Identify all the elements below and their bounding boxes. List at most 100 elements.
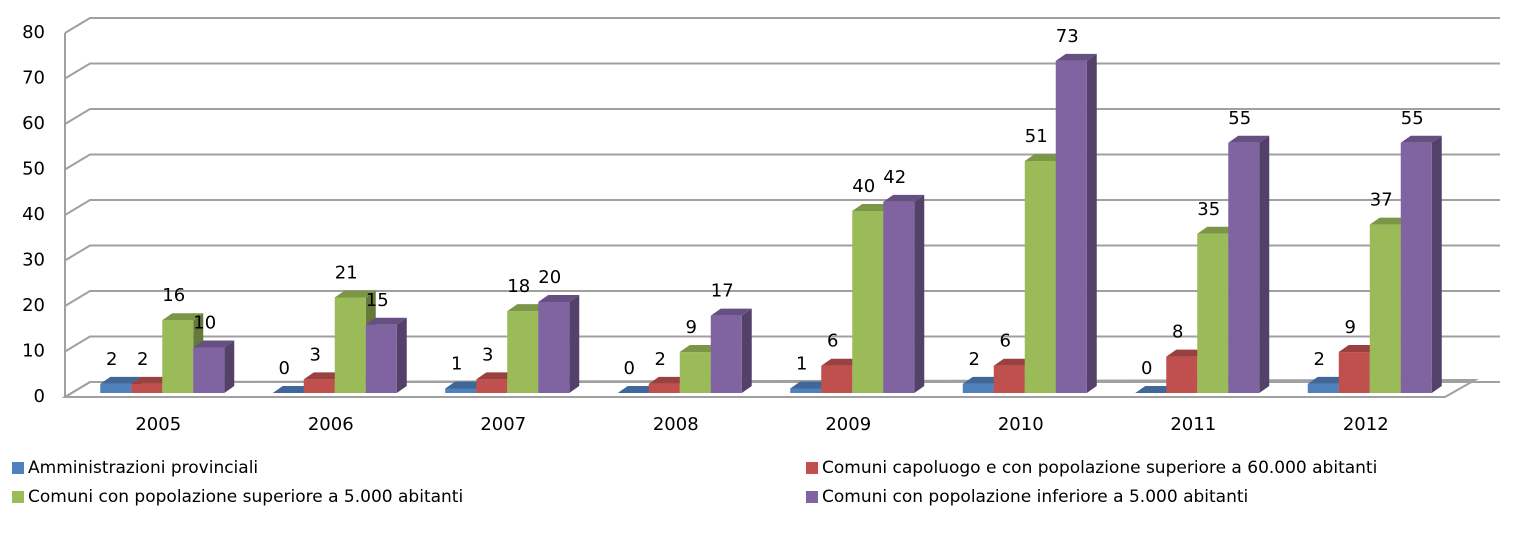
value-label: 40 [852, 176, 875, 197]
bar-top [883, 194, 925, 202]
value-label: 51 [1025, 126, 1048, 147]
bar-front [445, 388, 477, 393]
legend-swatch [806, 462, 818, 474]
value-label: 2 [969, 349, 980, 370]
bar-side [396, 317, 407, 393]
bar-top [790, 381, 832, 389]
bar-top [962, 376, 1004, 384]
bar-front [1197, 233, 1229, 393]
bar-front [1338, 352, 1370, 393]
value-label: 9 [1345, 317, 1356, 338]
legend-swatch [806, 491, 818, 503]
bar-front [507, 311, 539, 393]
value-label: 9 [686, 317, 697, 338]
bar-front [131, 383, 163, 393]
value-label: 0 [624, 358, 635, 379]
bar-front [852, 211, 884, 393]
bar-top [100, 376, 142, 384]
bar-top [445, 381, 487, 389]
bar-front [303, 379, 335, 393]
bar-top [1338, 345, 1380, 353]
bar-top [162, 313, 204, 321]
bar-front [476, 379, 508, 393]
bar-front [1228, 142, 1260, 393]
x-tick-label: 2010 [998, 414, 1044, 435]
y-tick-label: 0 [34, 386, 45, 407]
bar-front [538, 302, 570, 393]
value-label: 17 [711, 281, 734, 302]
bar-front [334, 297, 366, 393]
bar-front [162, 320, 194, 393]
grid-line [64, 108, 1500, 125]
bar-top [1400, 135, 1442, 143]
bar-side [741, 308, 752, 393]
value-label: 1 [451, 353, 462, 374]
bar-top [272, 386, 314, 393]
bar-top [476, 372, 518, 380]
value-label: 37 [1370, 190, 1393, 211]
bar-top [993, 358, 1035, 366]
x-tick-label: 2006 [308, 414, 354, 435]
y-tick-label: 40 [22, 204, 45, 225]
x-tick-label: 2005 [135, 414, 181, 435]
value-label: 3 [482, 344, 493, 365]
bar-top [131, 376, 173, 384]
bar-top [538, 295, 580, 302]
x-tick-label: 2011 [1170, 414, 1216, 435]
bar-side [224, 340, 235, 393]
bar-top [710, 308, 752, 316]
bar-top [1228, 135, 1270, 143]
bar-front [883, 201, 915, 393]
bar-side [914, 194, 925, 393]
bar-front [1024, 160, 1056, 393]
bar-top [852, 204, 894, 211]
bar-top [1166, 349, 1208, 357]
bar-top [1369, 217, 1411, 225]
legend-swatch [12, 491, 24, 503]
bar-top [648, 376, 690, 384]
bar-front [790, 388, 822, 393]
value-label: 6 [827, 331, 838, 352]
grid-line [64, 335, 1500, 353]
bar-side [1431, 135, 1442, 393]
grid-line [64, 17, 1500, 34]
bar-front [1400, 142, 1432, 393]
legend-label: Comuni con popolazione inferiore a 5.000… [822, 487, 1248, 507]
value-label: 21 [335, 262, 358, 283]
bar-top [507, 304, 549, 312]
bar-front [1055, 60, 1087, 393]
bar-top [1197, 226, 1239, 234]
value-label: 2 [137, 349, 148, 370]
bar-front [193, 347, 225, 393]
grid-line [64, 153, 1500, 171]
x-tick-label: 2007 [480, 414, 526, 435]
legend-swatch [12, 462, 24, 474]
x-tick-label: 2008 [653, 414, 699, 435]
value-label: 0 [1141, 358, 1152, 379]
bar-top [679, 345, 721, 353]
bar-front [1307, 383, 1339, 393]
bar-front [710, 315, 742, 393]
bar-side [1086, 53, 1097, 393]
grid-line [64, 244, 1500, 262]
value-label: 2 [106, 349, 117, 370]
value-label: 16 [162, 285, 185, 306]
value-label: 10 [193, 313, 216, 334]
value-label: 55 [1228, 108, 1251, 129]
bar-side [569, 295, 580, 393]
bar-front [962, 383, 994, 393]
bar-front [821, 365, 853, 393]
value-label: 0 [279, 358, 290, 379]
bar-top [617, 386, 659, 393]
bar-front [993, 365, 1025, 393]
value-label: 55 [1401, 108, 1424, 129]
y-tick-label: 30 [22, 250, 45, 271]
legend-label: Comuni capoluogo e con popolazione super… [822, 458, 1377, 478]
value-label: 6 [1000, 331, 1011, 352]
bar-side [1259, 135, 1270, 393]
bar-top [1307, 376, 1349, 384]
grid-line [64, 62, 1500, 80]
legend-label: Comuni con popolazione superiore a 5.000… [28, 487, 463, 507]
bar-top [1135, 386, 1177, 393]
y-tick-label: 50 [22, 159, 45, 180]
